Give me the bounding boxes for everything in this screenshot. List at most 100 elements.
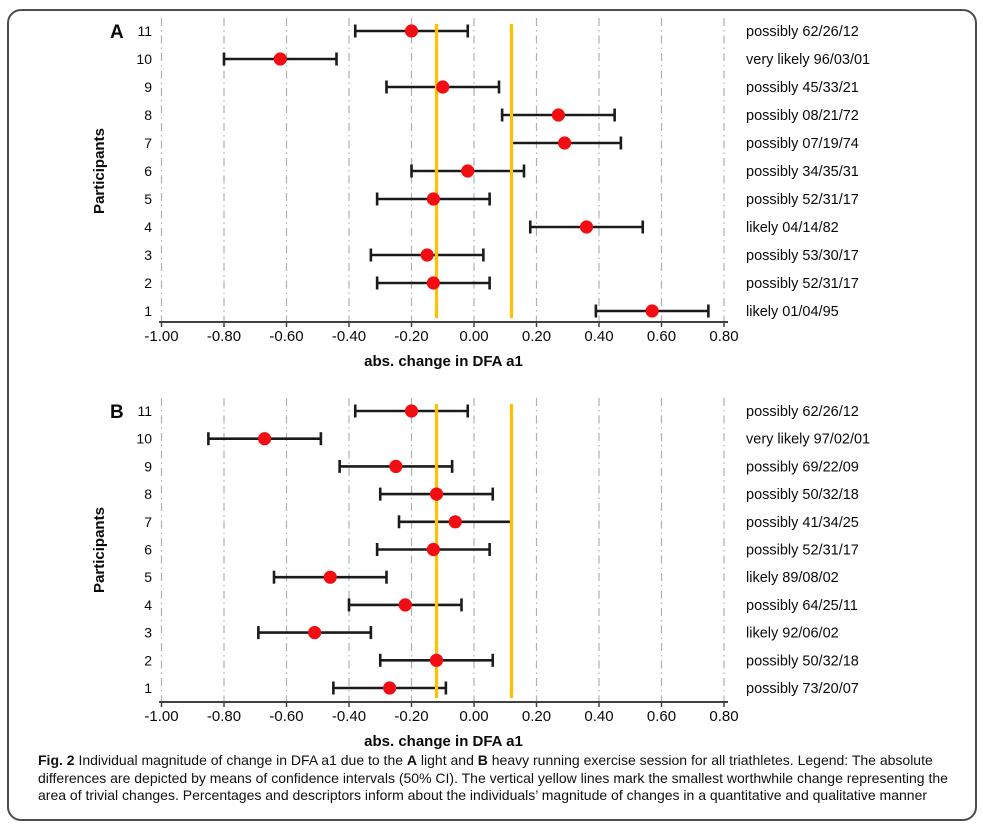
x-tick-label: 0.60 bbox=[647, 708, 676, 725]
participant-number: 8 bbox=[144, 486, 152, 502]
mean-dot bbox=[420, 248, 434, 262]
mean-dot bbox=[551, 108, 565, 122]
participant-number: 10 bbox=[136, 51, 152, 67]
mean-dot bbox=[273, 52, 287, 66]
x-tick-label: 0.80 bbox=[709, 708, 738, 725]
mean-dot bbox=[645, 304, 659, 318]
participant-number: 7 bbox=[144, 135, 152, 151]
x-tick-label: 0.60 bbox=[647, 328, 676, 345]
participant-number: 2 bbox=[144, 275, 152, 291]
caption-segment: A bbox=[406, 752, 418, 768]
mean-dot bbox=[579, 220, 594, 234]
qualitative-label: possibly 07/19/74 bbox=[746, 136, 859, 152]
participant-number: 4 bbox=[144, 219, 152, 235]
x-tick-label: 0.80 bbox=[709, 328, 738, 345]
qualitative-label: possibly 52/31/17 bbox=[746, 543, 859, 559]
qualitative-label: possibly 52/31/17 bbox=[746, 192, 859, 208]
caption-segment: Individual magnitude of change in DFA a1… bbox=[74, 752, 407, 768]
participant-number: 3 bbox=[144, 625, 152, 641]
x-tick-label: 0.40 bbox=[584, 328, 613, 345]
panel-A: 11 possibly 62/26/12 10 very likely 96/03/0… bbox=[91, 18, 870, 370]
x-tick-label: -1.00 bbox=[144, 708, 178, 725]
qualitative-label: possibly 50/32/18 bbox=[746, 487, 859, 503]
x-tick-label: 0.20 bbox=[522, 328, 551, 345]
participant-number: 1 bbox=[144, 303, 152, 319]
qualitative-label: very likely 96/03/01 bbox=[746, 52, 870, 68]
participant-number: 2 bbox=[144, 652, 152, 668]
mean-dot bbox=[426, 192, 440, 206]
y-axis-title: Participants bbox=[91, 507, 108, 593]
participant-number: 7 bbox=[144, 514, 152, 530]
participant-number: 11 bbox=[137, 403, 152, 419]
mean-dot bbox=[426, 276, 440, 290]
mean-dot bbox=[448, 515, 462, 529]
mean-dot bbox=[383, 681, 397, 695]
mean-dot bbox=[461, 164, 475, 178]
mean-dot bbox=[398, 598, 412, 612]
qualitative-label: likely 01/04/95 bbox=[746, 304, 839, 320]
mean-dot bbox=[426, 542, 440, 557]
x-tick-label: -0.40 bbox=[332, 708, 366, 725]
participant-number: 4 bbox=[144, 597, 152, 613]
mean-dot bbox=[436, 80, 450, 94]
participant-number: 5 bbox=[144, 569, 152, 585]
qualitative-label: possibly 50/32/18 bbox=[746, 653, 859, 669]
participant-number: 5 bbox=[144, 191, 152, 207]
x-tick-label: -0.20 bbox=[394, 328, 428, 345]
mean-dot bbox=[558, 136, 572, 150]
participant-number: 1 bbox=[144, 680, 152, 696]
participant-number: 6 bbox=[144, 163, 152, 179]
y-axis-title: Participants bbox=[91, 128, 108, 214]
mean-dot bbox=[429, 487, 444, 501]
qualitative-label: possibly 73/20/07 bbox=[746, 681, 859, 697]
mean-dot bbox=[308, 626, 322, 640]
x-tick-label: -0.80 bbox=[207, 328, 241, 345]
x-tick-label: 0.00 bbox=[459, 708, 488, 725]
participant-number: 6 bbox=[144, 542, 152, 558]
caption-segment: light and bbox=[417, 752, 478, 768]
x-tick-label: -0.60 bbox=[269, 708, 303, 725]
x-tick-label: 0.00 bbox=[459, 328, 488, 345]
x-tick-label: -0.40 bbox=[332, 328, 366, 345]
qualitative-label: possibly 08/21/72 bbox=[746, 108, 859, 124]
x-tick-label: -1.00 bbox=[144, 328, 178, 345]
mean-dot bbox=[404, 24, 419, 38]
participant-number: 3 bbox=[144, 247, 152, 263]
qualitative-label: possibly 53/30/17 bbox=[746, 248, 859, 264]
qualitative-label: possibly 64/25/11 bbox=[746, 598, 858, 614]
qualitative-label: possibly 62/26/12 bbox=[746, 404, 859, 420]
caption-segment: B bbox=[477, 752, 488, 768]
mean-dot bbox=[258, 432, 272, 446]
qualitative-label: possibly 41/34/25 bbox=[746, 515, 859, 531]
qualitative-label: likely 89/08/02 bbox=[746, 570, 839, 586]
participant-number: 8 bbox=[144, 107, 152, 123]
mean-dot bbox=[323, 570, 337, 584]
caption-segment: Fig. 2 bbox=[38, 752, 75, 768]
mean-dot bbox=[429, 653, 444, 667]
qualitative-label: possibly 62/26/12 bbox=[746, 24, 859, 40]
qualitative-label: likely 92/06/02 bbox=[746, 626, 839, 642]
qualitative-label: possibly 69/22/09 bbox=[746, 459, 859, 475]
participant-number: 11 bbox=[137, 23, 152, 39]
panel-letter-B: B bbox=[110, 402, 124, 423]
x-tick-label: 0.40 bbox=[584, 708, 613, 725]
x-tick-label: -0.60 bbox=[269, 328, 303, 345]
figure-caption: Fig. 2 Individual magnitude of change in… bbox=[38, 752, 954, 805]
qualitative-label: possibly 45/33/21 bbox=[746, 80, 859, 96]
participant-number: 9 bbox=[144, 79, 152, 95]
qualitative-label: likely 04/14/82 bbox=[746, 220, 839, 236]
qualitative-label: possibly 52/31/17 bbox=[746, 276, 859, 292]
participant-number: 10 bbox=[136, 431, 152, 447]
qualitative-label: possibly 34/35/31 bbox=[746, 164, 859, 180]
mean-dot bbox=[404, 404, 419, 418]
participant-number: 9 bbox=[144, 458, 152, 474]
x-tick-label: -0.20 bbox=[394, 708, 428, 725]
panel-letter-A: A bbox=[110, 22, 124, 43]
panel-B: 11 possibly 62/26/12 10 very likely 97/02/0… bbox=[91, 398, 870, 750]
mean-dot bbox=[389, 459, 403, 473]
x-axis-title: abs. change in DFA a1 bbox=[364, 353, 523, 370]
qualitative-label: very likely 97/02/01 bbox=[746, 432, 870, 448]
x-tick-label: -0.80 bbox=[207, 708, 241, 725]
